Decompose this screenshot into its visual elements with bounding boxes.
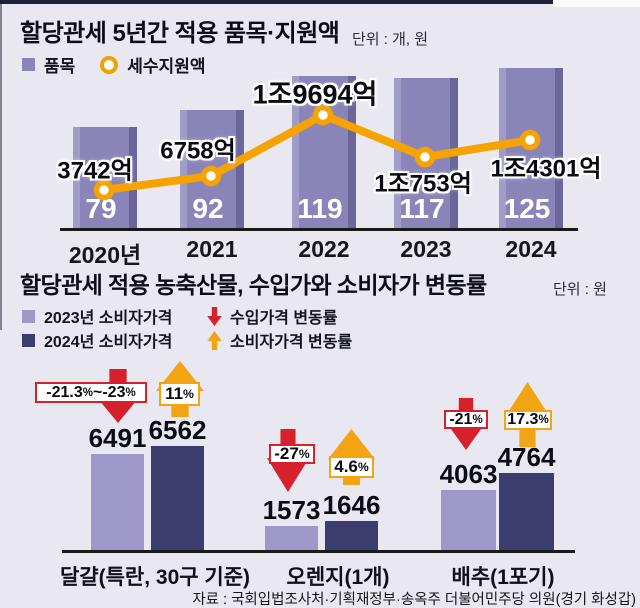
line-value-label: 6758억 bbox=[160, 137, 236, 165]
price-bar-2023 bbox=[91, 454, 144, 550]
price-bar-2023 bbox=[265, 526, 318, 550]
chart2-legend-row-2: 2024년 소비자가격 소비자가격 변동률 bbox=[22, 329, 352, 351]
price-bar-2023 bbox=[441, 490, 496, 550]
chart2-unit: 단위 : 원 bbox=[553, 281, 607, 298]
x-axis-label: 2020년 bbox=[68, 242, 142, 268]
price-2024-swatch bbox=[22, 333, 35, 347]
chart2-legend: 2023년 소비자가격 수입가격 변동률 2024년 소비자가격 소비자가격 변… bbox=[22, 305, 352, 353]
bar-value-label: 119 bbox=[297, 193, 343, 224]
consumer-change-label: 11% bbox=[159, 382, 200, 406]
bar-highlight bbox=[73, 127, 80, 228]
chart1-title: 할당관세 5년간 적용 품목·지원액 bbox=[20, 20, 340, 47]
price-bar-2024 bbox=[325, 521, 378, 550]
source-credit: 자료 : 국회입법조사처·기획재정부·송옥주 더불어민주당 의원(경기 화성갑) bbox=[192, 592, 636, 608]
up-arrow-icon bbox=[207, 330, 222, 350]
category-label: 배추(1포기) bbox=[451, 566, 555, 589]
tax-support-legend-label: 세수지원액 bbox=[127, 57, 206, 76]
category-label: 달걀(특란, 30구 기준) bbox=[59, 566, 251, 589]
price-value-label: 6562 bbox=[148, 415, 207, 445]
bar-value-label: 125 bbox=[503, 193, 551, 224]
line-value-label: 1조9694억 bbox=[252, 79, 378, 110]
line-value-label: 1조753억 bbox=[374, 170, 472, 198]
price-value-label: 4764 bbox=[497, 442, 556, 472]
line-value-label: 1조4301억 bbox=[490, 155, 602, 183]
quota-items-bar-2023: 117 bbox=[394, 78, 458, 228]
price-2024-label: 2024년 소비자가격 bbox=[44, 334, 173, 351]
top-edge-strip bbox=[0, 0, 553, 4]
price-value-label: 1573 bbox=[262, 495, 321, 525]
consumer-change-label: 4.6% bbox=[329, 456, 374, 478]
price-value-label: 6491 bbox=[88, 423, 147, 453]
bar-shadow bbox=[236, 110, 244, 228]
import-change-legend-label: 수입가격 변동률 bbox=[230, 310, 338, 327]
chart1-legend: 품목 세수지원액 bbox=[22, 52, 207, 77]
quota-items-bar-2021: 92 bbox=[180, 110, 244, 228]
x-axis-label: 2022 bbox=[298, 236, 350, 262]
bar-value-label: 92 bbox=[192, 193, 224, 224]
price-2023-swatch bbox=[22, 309, 35, 323]
price-bar-2024 bbox=[499, 473, 554, 550]
x-axis-label: 2024 bbox=[505, 236, 557, 262]
chart2-title: 할당관세 적용 농축산물, 수입가와 소비자가 변동률 bbox=[20, 272, 487, 298]
consumer-change-legend-label: 소비자가격 변동률 bbox=[230, 334, 353, 351]
tax-support-legend-marker bbox=[100, 55, 119, 74]
chart2-legend-row-1: 2023년 소비자가격 수입가격 변동률 bbox=[22, 305, 352, 327]
bar-shadow bbox=[450, 78, 458, 228]
chart1-x-axis bbox=[60, 228, 578, 231]
bar-value-label: 79 bbox=[85, 193, 117, 224]
category-label: 오렌지(1개) bbox=[286, 566, 390, 589]
price-value-label: 4063 bbox=[439, 459, 498, 489]
left-edge-strip bbox=[0, 0, 2, 330]
import-change-label: -21% bbox=[444, 410, 488, 429]
x-axis-label: 2023 bbox=[400, 236, 452, 262]
bar-shadow bbox=[555, 68, 563, 228]
x-axis-label: 2021 bbox=[186, 236, 238, 262]
consumer-change-label: 17.3% bbox=[504, 410, 552, 430]
line-value-label: 3742억 bbox=[57, 157, 133, 185]
chart2-x-axis bbox=[62, 550, 575, 553]
price-2023-label: 2023년 소비자가격 bbox=[44, 310, 173, 327]
chart1-unit: 단위 : 개, 원 bbox=[352, 31, 429, 48]
items-legend-label: 품목 bbox=[44, 57, 76, 76]
price-bar-2024 bbox=[151, 446, 204, 550]
top-right-white-strip bbox=[553, 0, 640, 7]
items-legend-swatch bbox=[22, 58, 35, 71]
bar-value-label: 117 bbox=[399, 193, 445, 224]
import-change-label: -21.3% ~-23% bbox=[35, 382, 147, 403]
price-value-label: 1646 bbox=[322, 490, 381, 520]
down-arrow-icon bbox=[207, 306, 222, 326]
import-change-label: -27% bbox=[269, 444, 315, 464]
